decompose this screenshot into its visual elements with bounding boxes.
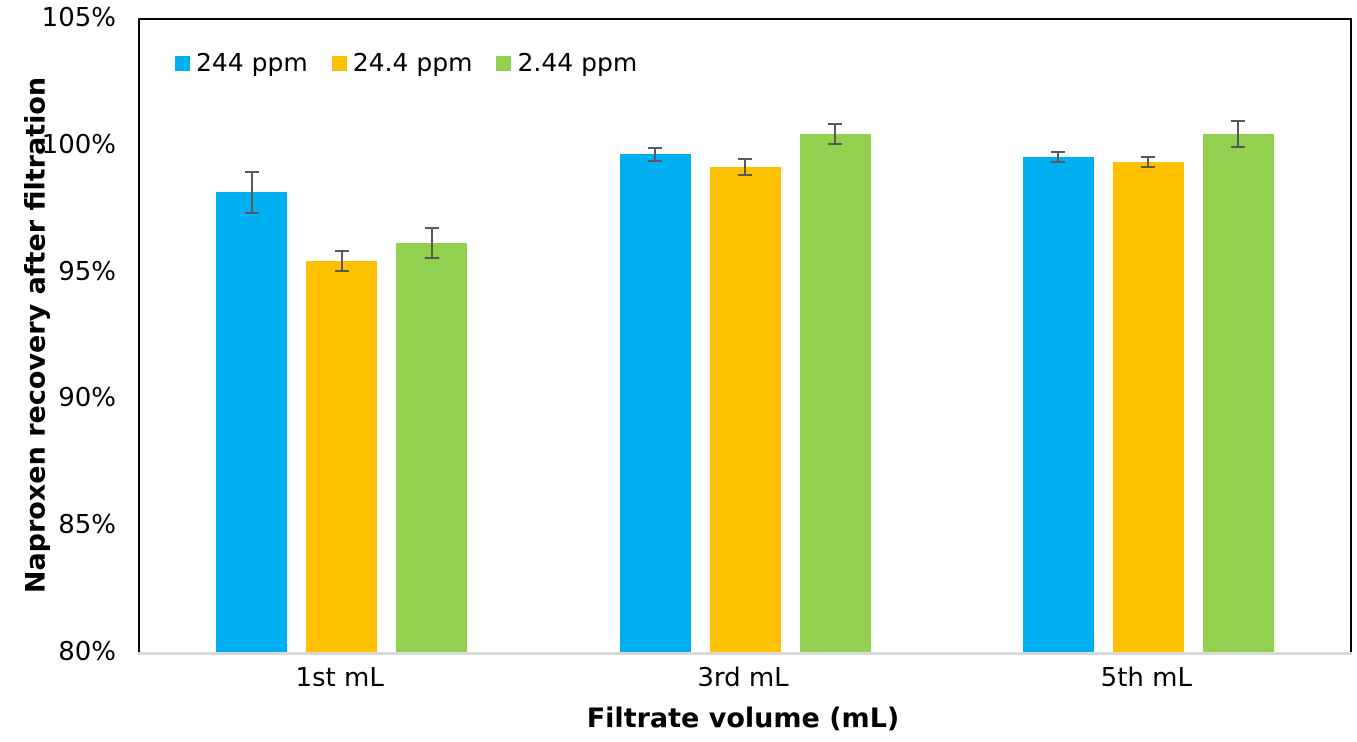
error-bar-cap: [424, 226, 439, 229]
error-bar-2-44-ppm-5th-ml: [1237, 121, 1240, 147]
error-bar-cap: [1141, 155, 1156, 158]
legend-label: 244 ppm: [196, 48, 308, 77]
bar-2-44-ppm-5th-ml: [1202, 134, 1274, 654]
error-bar-cap: [648, 159, 662, 162]
y-tick-label-100: 100%: [41, 129, 116, 160]
x-category-label-1st-ml: 1st mL: [295, 663, 384, 693]
error-bar-2-44-ppm-3rd-ml: [834, 123, 836, 145]
plot-area: 244 ppm 24.4 ppm 2.44 ppm: [138, 18, 1352, 655]
legend-swatch-244-ppm: [175, 55, 190, 71]
y-tick-label-105: 105%: [41, 3, 116, 33]
legend-item-24-4-ppm: 24.4 ppm: [331, 48, 473, 78]
error-bar-cap: [738, 158, 752, 161]
error-bar-cap: [648, 147, 662, 150]
legend-label: 2.44 ppm: [517, 48, 638, 77]
bar-24-4-ppm-3rd-ml: [709, 167, 781, 654]
error-bar-cap: [1051, 150, 1066, 153]
y-axis-tick-labels: 105% 100% 95% 90% 85% 80%: [0, 0, 116, 742]
error-bar-244-ppm-1st-ml: [250, 172, 253, 213]
legend-label: 24.4 ppm: [352, 48, 473, 77]
bar-244-ppm-5th-ml: [1022, 156, 1094, 654]
bar-24-4-ppm-5th-ml: [1112, 162, 1184, 654]
error-bar-cap: [244, 211, 259, 214]
bar-244-ppm-3rd-ml: [619, 154, 691, 654]
error-bar-244-ppm-3rd-ml: [654, 148, 656, 161]
error-bar-cap: [334, 270, 349, 273]
error-bar-cap: [1141, 166, 1156, 169]
x-axis-title: Filtrate volume (mL): [586, 703, 900, 734]
error-bar-cap: [244, 171, 259, 174]
bar-2-44-ppm-1st-ml: [396, 243, 468, 654]
x-axis-line: [138, 652, 1352, 655]
x-axis-category-labels: 1st mL 3rd mL 5th mL: [0, 660, 1357, 698]
error-bar-244-ppm-5th-ml: [1057, 151, 1060, 162]
y-tick-label-85: 85%: [58, 510, 116, 541]
bar-244-ppm-1st-ml: [216, 192, 288, 654]
error-bar-cap: [424, 257, 439, 260]
error-bar-24-4-ppm-3rd-ml: [744, 159, 746, 175]
error-bar-2-44-ppm-1st-ml: [430, 227, 433, 259]
legend: 244 ppm 24.4 ppm 2.44 ppm: [175, 48, 637, 78]
legend-item-244-ppm: 244 ppm: [175, 48, 308, 78]
bar-2-44-ppm-3rd-ml: [799, 134, 871, 654]
legend-swatch-24-4-ppm: [331, 55, 347, 71]
legend-item-2-44-ppm: 2.44 ppm: [496, 48, 637, 78]
y-tick-label-90: 90%: [58, 383, 116, 414]
error-bar-cap: [828, 143, 842, 146]
error-bar-24-4-ppm-1st-ml: [340, 250, 343, 272]
error-bar-cap: [1231, 145, 1246, 148]
error-bar-cap: [828, 122, 842, 125]
bar-24-4-ppm-1st-ml: [306, 260, 378, 654]
x-category-label-3rd-ml: 3rd mL: [697, 663, 789, 693]
error-bar-cap: [334, 249, 349, 252]
error-bar-24-4-ppm-5th-ml: [1147, 156, 1150, 168]
legend-swatch-2-44-ppm: [496, 55, 512, 71]
error-bar-cap: [1051, 161, 1066, 164]
y-tick-label-80: 80%: [58, 637, 116, 667]
error-bar-cap: [738, 173, 752, 176]
error-bar-cap: [1231, 120, 1246, 123]
y-tick-label-95: 95%: [58, 256, 116, 287]
x-category-label-5th-ml: 5th mL: [1100, 663, 1192, 693]
